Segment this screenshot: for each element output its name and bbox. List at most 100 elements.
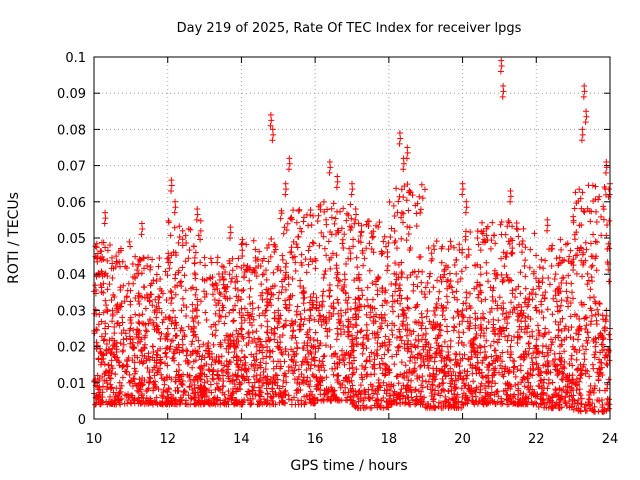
data-point <box>422 284 429 291</box>
data-point <box>578 395 585 402</box>
data-point <box>366 240 373 247</box>
data-point <box>179 341 186 348</box>
data-point <box>276 334 283 341</box>
data-point <box>367 314 374 321</box>
data-point <box>323 374 330 381</box>
data-point <box>283 260 290 267</box>
data-point <box>602 324 609 331</box>
data-point <box>579 131 586 138</box>
data-point <box>155 299 162 306</box>
data-point <box>214 259 221 266</box>
data-point <box>266 337 273 344</box>
data-point <box>529 390 536 397</box>
data-point <box>375 376 382 383</box>
data-point <box>171 350 178 357</box>
data-point <box>424 279 431 286</box>
data-point <box>236 309 243 316</box>
data-point <box>260 255 267 262</box>
data-point <box>216 386 223 393</box>
data-point <box>275 393 282 400</box>
data-point <box>435 383 442 390</box>
data-point <box>307 378 314 385</box>
data-point <box>363 357 370 364</box>
data-point <box>582 239 589 246</box>
data-point <box>549 379 556 386</box>
data-point <box>384 262 391 269</box>
data-point <box>345 212 352 219</box>
data-point <box>264 377 271 384</box>
data-point <box>500 249 507 256</box>
data-point <box>297 277 304 284</box>
data-point <box>327 164 334 171</box>
data-point <box>505 332 512 339</box>
data-point <box>388 381 395 388</box>
data-point <box>150 319 157 326</box>
data-point <box>514 316 521 323</box>
data-point <box>462 392 469 399</box>
data-point <box>429 386 436 393</box>
data-point <box>347 393 354 400</box>
data-point <box>333 184 340 191</box>
data-point <box>310 240 317 247</box>
data-point <box>101 371 108 378</box>
data-point <box>128 320 135 327</box>
data-point <box>126 333 133 340</box>
data-point <box>215 375 222 382</box>
data-point <box>307 207 314 214</box>
data-point <box>297 321 304 328</box>
data-point <box>309 239 316 246</box>
data-point <box>325 238 332 245</box>
data-point <box>308 395 315 402</box>
data-point <box>438 259 445 266</box>
data-point <box>497 362 504 369</box>
data-point <box>527 382 534 389</box>
data-point <box>272 379 279 386</box>
data-point <box>504 223 511 230</box>
data-point <box>456 247 463 254</box>
data-point <box>277 339 284 346</box>
data-point <box>360 339 367 346</box>
data-point <box>343 217 350 224</box>
data-point <box>170 354 177 361</box>
data-point <box>271 336 278 343</box>
data-point <box>324 328 331 335</box>
data-point <box>256 392 263 399</box>
data-point <box>230 337 237 344</box>
data-point <box>560 274 567 281</box>
data-point <box>459 249 466 256</box>
data-point <box>512 373 519 380</box>
data-point <box>397 135 404 142</box>
data-point <box>352 311 359 318</box>
data-point <box>419 384 426 391</box>
data-point <box>191 259 198 266</box>
data-point <box>166 313 173 320</box>
data-point <box>314 396 321 403</box>
data-point <box>313 383 320 390</box>
data-point <box>406 399 413 406</box>
data-point <box>142 327 149 334</box>
data-point <box>521 383 528 390</box>
data-point <box>305 381 312 388</box>
data-point <box>549 399 556 406</box>
data-point <box>452 350 459 357</box>
data-point <box>485 278 492 285</box>
data-point <box>270 131 277 138</box>
data-point <box>308 221 315 228</box>
data-point <box>213 353 220 360</box>
data-point <box>363 373 370 380</box>
y-tick-label: 0.05 <box>57 232 86 247</box>
data-point <box>249 395 256 402</box>
data-point <box>553 255 560 262</box>
data-point <box>359 250 366 257</box>
data-point <box>283 379 290 386</box>
data-point <box>519 238 526 245</box>
data-point <box>220 372 226 379</box>
data-point <box>447 337 454 344</box>
data-point <box>172 346 179 353</box>
data-point <box>156 255 163 262</box>
data-point <box>102 244 109 251</box>
data-point <box>442 393 449 400</box>
data-point <box>179 236 186 243</box>
data-point <box>285 351 292 358</box>
data-point <box>103 377 110 384</box>
